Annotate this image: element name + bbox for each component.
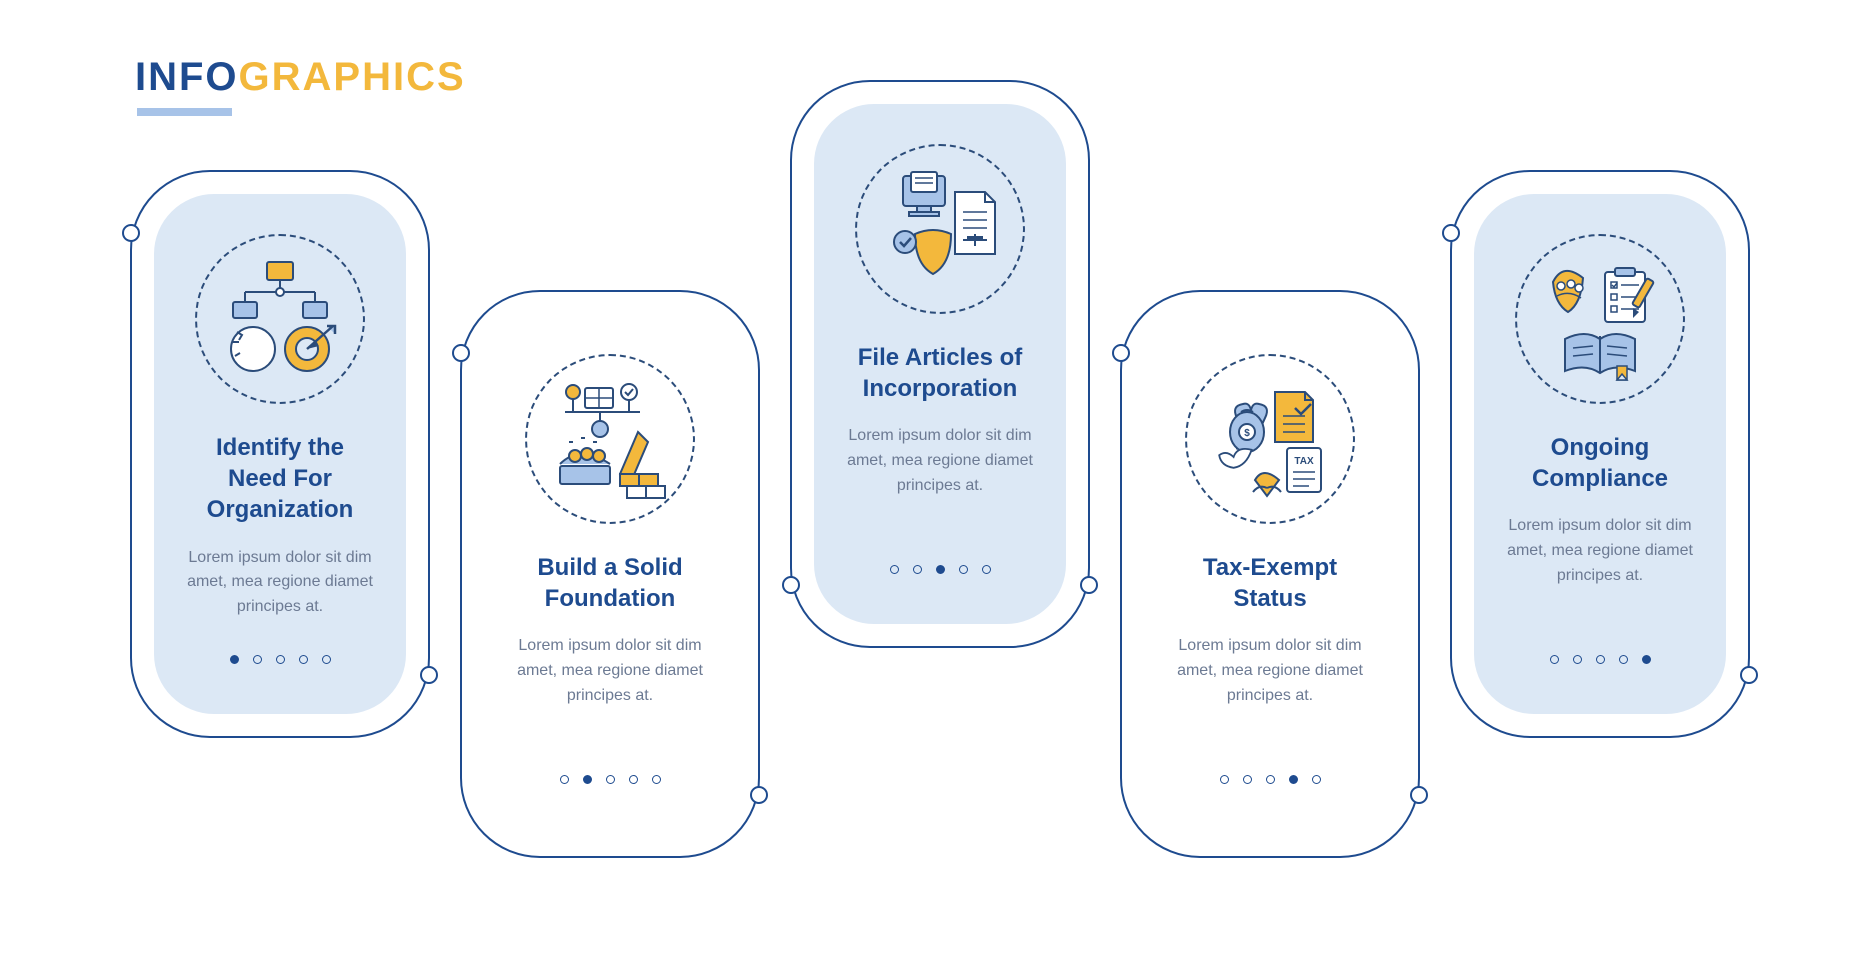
dot [629, 775, 638, 784]
connector-knob [122, 224, 140, 242]
dot [1220, 775, 1229, 784]
dot [936, 565, 945, 574]
dot [1619, 655, 1628, 664]
card-2: Build a Solid Foundation Lorem ipsum dol… [460, 290, 760, 858]
card-panel: Build a Solid Foundation Lorem ipsum dol… [484, 314, 736, 834]
dot [1642, 655, 1651, 664]
dot [1596, 655, 1605, 664]
card-outer-frame: Identify the Need For Organization Lorem… [130, 170, 430, 738]
connector-knob [1442, 224, 1460, 242]
progress-dots [1220, 775, 1321, 784]
tax-money-heart-icon: $ TAX [1205, 374, 1335, 504]
card-outer-frame: $ TAX Tax-Exempt Status Lorem ipsum dolo… [1120, 290, 1420, 858]
card-title: Identify the Need For Organization [176, 432, 384, 526]
card-title: File Articles of Incorporation [836, 342, 1044, 404]
connector-knob [420, 666, 438, 684]
svg-text:$: $ [1244, 428, 1250, 439]
card-outer-frame: Build a Solid Foundation Lorem ipsum dol… [460, 290, 760, 858]
card-panel: Identify the Need For Organization Lorem… [154, 194, 406, 714]
icon-circle [195, 234, 365, 404]
icon-circle [1515, 234, 1685, 404]
card-5: Ongoing Compliance Lorem ipsum dolor sit… [1450, 170, 1750, 738]
progress-dots [890, 565, 991, 574]
progress-dots [560, 775, 661, 784]
dot [890, 565, 899, 574]
dot [606, 775, 615, 784]
dot [560, 775, 569, 784]
connector-knob [782, 576, 800, 594]
connector-knob [1740, 666, 1758, 684]
dot [230, 655, 239, 664]
dot [276, 655, 285, 664]
card-title: Build a Solid Foundation [506, 552, 714, 614]
progress-dots [1550, 655, 1651, 664]
dot [652, 775, 661, 784]
connector-knob [1112, 344, 1130, 362]
connector-knob [1410, 786, 1428, 804]
foundation-bricks-icon [545, 374, 675, 504]
dot [253, 655, 262, 664]
dot [1550, 655, 1559, 664]
card-body: Lorem ipsum dolor sit dim amet, mea regi… [506, 634, 714, 747]
dot [583, 775, 592, 784]
icon-circle [855, 144, 1025, 314]
dot [1266, 775, 1275, 784]
card-body: Lorem ipsum dolor sit dim amet, mea regi… [836, 424, 1044, 537]
org-chart-target-icon [215, 254, 345, 384]
connector-knob [750, 786, 768, 804]
card-4: $ TAX Tax-Exempt Status Lorem ipsum dolo… [1120, 290, 1420, 858]
dot [322, 655, 331, 664]
compliance-book-icon [1535, 254, 1665, 384]
connector-knob [1080, 576, 1098, 594]
dot [1573, 655, 1582, 664]
card-3: File Articles of Incorporation Lorem ips… [790, 80, 1090, 648]
card-body: Lorem ipsum dolor sit dim amet, mea regi… [1166, 634, 1374, 747]
card-panel: File Articles of Incorporation Lorem ips… [814, 104, 1066, 624]
card-outer-frame: File Articles of Incorporation Lorem ips… [790, 80, 1090, 648]
card-1: Identify the Need For Organization Lorem… [130, 170, 430, 738]
icon-circle [525, 354, 695, 524]
dot [982, 565, 991, 574]
dot [299, 655, 308, 664]
card-panel: $ TAX Tax-Exempt Status Lorem ipsum dolo… [1144, 314, 1396, 834]
icon-circle: $ TAX [1185, 354, 1355, 524]
dot [1312, 775, 1321, 784]
dot [913, 565, 922, 574]
card-title: Tax-Exempt Status [1166, 552, 1374, 614]
dot [959, 565, 968, 574]
progress-dots [230, 655, 331, 664]
card-body: Lorem ipsum dolor sit dim amet, mea regi… [176, 546, 384, 627]
card-panel: Ongoing Compliance Lorem ipsum dolor sit… [1474, 194, 1726, 714]
dot [1243, 775, 1252, 784]
cards-container: Identify the Need For Organization Lorem… [130, 80, 1750, 900]
svg-text:TAX: TAX [1294, 456, 1314, 467]
card-body: Lorem ipsum dolor sit dim amet, mea regi… [1496, 514, 1704, 627]
card-outer-frame: Ongoing Compliance Lorem ipsum dolor sit… [1450, 170, 1750, 738]
card-title: Ongoing Compliance [1496, 432, 1704, 494]
dot [1289, 775, 1298, 784]
documents-shield-icon [875, 164, 1005, 294]
connector-knob [452, 344, 470, 362]
